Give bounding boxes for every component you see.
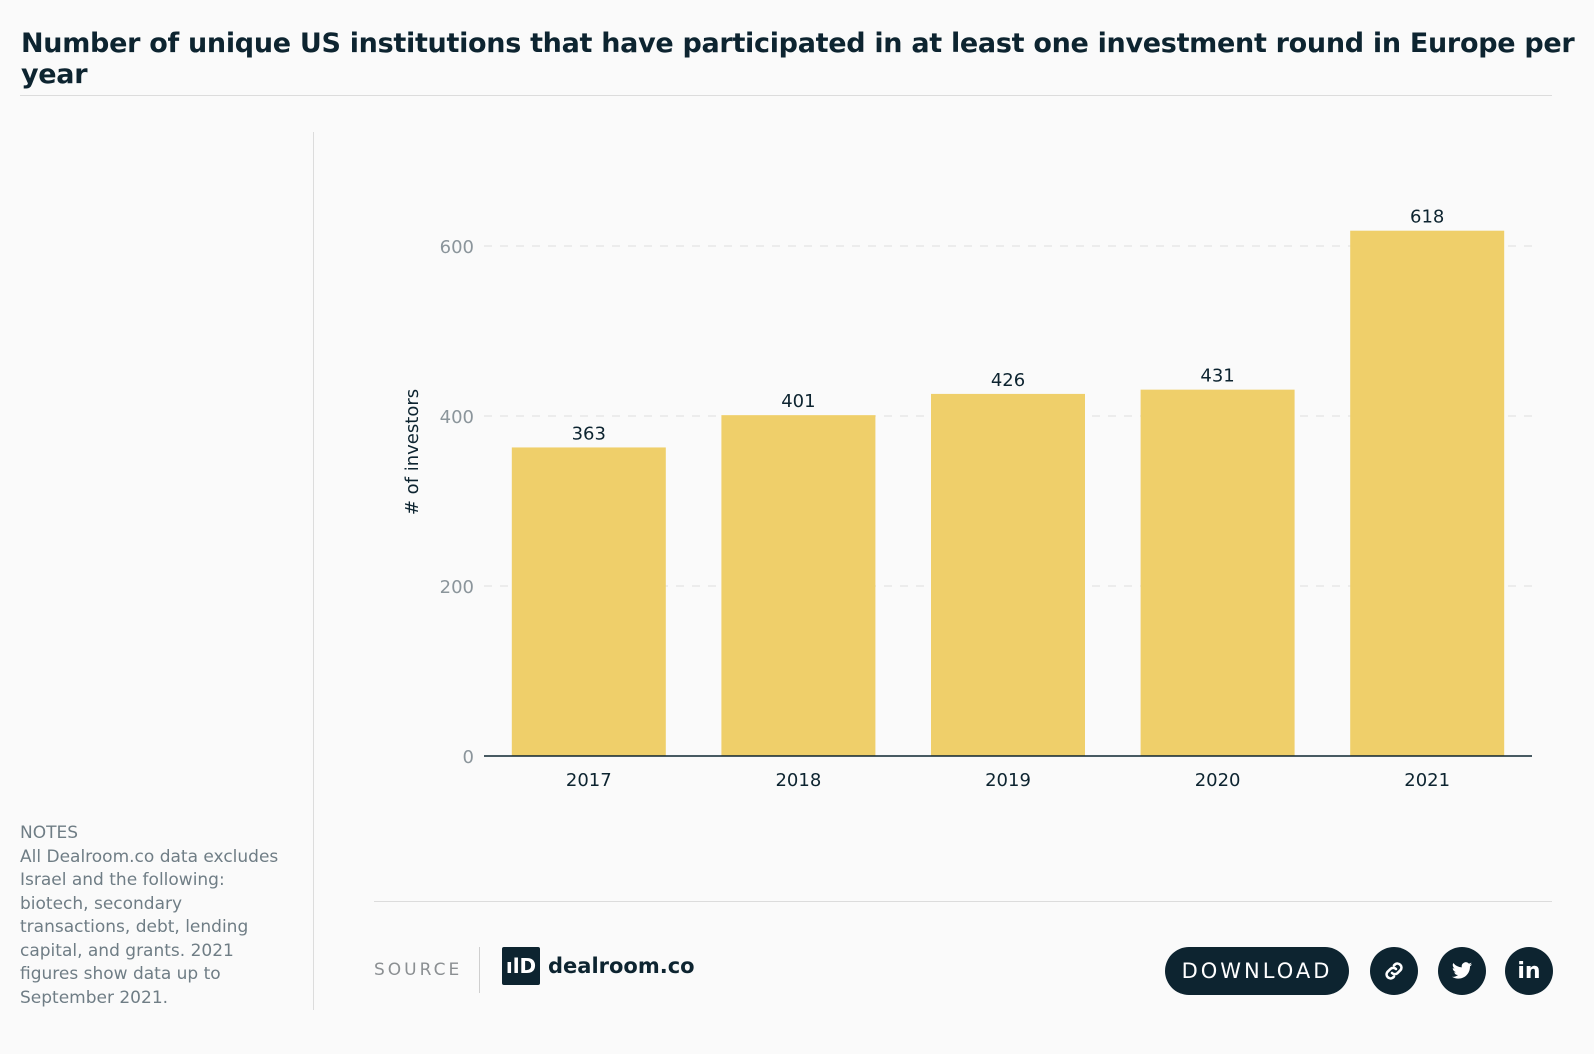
- x-tick-label: 2018: [775, 770, 821, 791]
- bar: [1140, 389, 1295, 756]
- download-button[interactable]: DOWNLOAD: [1165, 947, 1349, 995]
- divider: [479, 947, 480, 993]
- y-tick-label: 0: [463, 747, 474, 768]
- bar-chart: 0 200 400 600 # of investors 363 2017 401 2018 42…: [402, 207, 1532, 791]
- source-label: SOURCE: [374, 960, 463, 980]
- data-label: 618: [1410, 207, 1444, 228]
- dealroom-logo-mark: ılD: [502, 947, 540, 985]
- twitter-icon[interactable]: [1438, 947, 1486, 995]
- x-tick-label: 2017: [566, 770, 612, 791]
- notes-text: All Dealroom.co data excludes Israel and…: [20, 846, 279, 1008]
- x-tick-label: 2021: [1404, 770, 1450, 791]
- y-tick-label: 200: [440, 577, 474, 598]
- bar: [931, 393, 1085, 756]
- bar: [1350, 230, 1505, 756]
- chart-title: Number of unique US institutions that ha…: [21, 28, 1575, 90]
- y-axis-label: # of investors: [402, 389, 423, 515]
- x-tick-label: 2019: [985, 770, 1031, 791]
- divider: [20, 95, 1552, 96]
- link-icon[interactable]: [1370, 947, 1418, 995]
- data-label: 426: [991, 370, 1025, 391]
- divider: [313, 132, 314, 1010]
- y-tick-label: 600: [440, 237, 474, 258]
- dealroom-logo-text: dealroom.co: [548, 954, 695, 978]
- x-tick-label: 2020: [1195, 770, 1241, 791]
- data-label: 401: [781, 391, 815, 412]
- y-tick-label: 400: [440, 407, 474, 428]
- linkedin-glyph: in: [1517, 958, 1541, 984]
- data-label: 363: [572, 423, 606, 444]
- bar: [511, 447, 666, 756]
- dealroom-logo[interactable]: ılD dealroom.co: [502, 947, 695, 985]
- notes-heading: NOTES: [20, 823, 79, 843]
- linkedin-icon[interactable]: in: [1505, 947, 1553, 995]
- notes: NOTES All Dealroom.co data excludes Isra…: [20, 822, 285, 1010]
- divider: [374, 901, 1552, 902]
- bar: [721, 415, 876, 756]
- data-label: 431: [1200, 366, 1234, 387]
